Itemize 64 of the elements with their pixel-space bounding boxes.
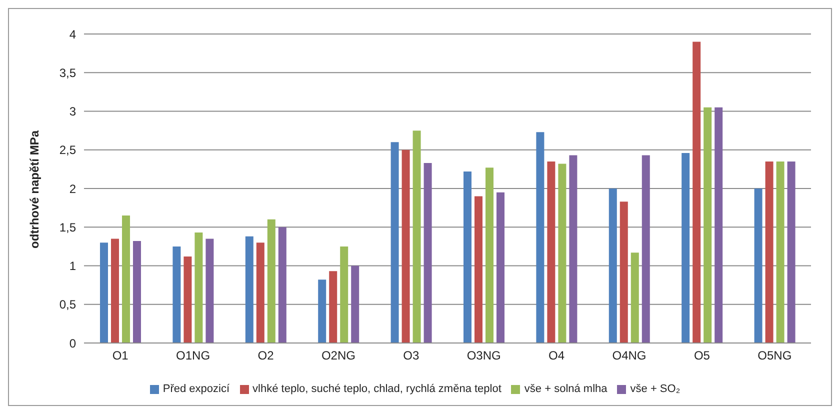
y-tick-label: 2,5 bbox=[59, 143, 76, 158]
bar bbox=[256, 242, 264, 343]
bar bbox=[132, 241, 141, 343]
x-tick-label: O3NG bbox=[466, 348, 501, 363]
x-tick-label: O4 bbox=[548, 348, 565, 363]
y-tick-label: 0,5 bbox=[59, 298, 76, 312]
bar bbox=[245, 236, 254, 343]
bar bbox=[787, 161, 796, 343]
x-tick-label: O5 bbox=[694, 348, 710, 363]
bar bbox=[496, 192, 504, 343]
y-tick-label: 0 bbox=[69, 336, 76, 350]
x-tick-label: O3 bbox=[403, 348, 420, 363]
y-tick-label: 3 bbox=[69, 104, 76, 119]
bar bbox=[390, 142, 399, 343]
bar bbox=[776, 161, 784, 343]
bar bbox=[754, 188, 762, 343]
bar bbox=[692, 42, 701, 343]
bar bbox=[110, 238, 119, 343]
bar bbox=[682, 152, 690, 343]
legend-label: vše + SO₂ bbox=[630, 383, 680, 395]
bar bbox=[412, 130, 421, 343]
bar bbox=[463, 172, 472, 343]
bar bbox=[630, 252, 639, 343]
y-tick-label: 1,5 bbox=[59, 220, 76, 234]
bar bbox=[122, 216, 130, 343]
bar bbox=[608, 188, 617, 343]
bar bbox=[402, 150, 410, 343]
bar bbox=[485, 168, 494, 343]
bar bbox=[547, 161, 556, 343]
bar bbox=[184, 256, 192, 343]
y-tick-label: 3,5 bbox=[59, 66, 76, 80]
bar bbox=[704, 107, 712, 343]
bar bbox=[340, 246, 348, 343]
y-tick-label: 1 bbox=[69, 259, 76, 274]
bar bbox=[329, 271, 338, 343]
bar bbox=[569, 155, 578, 343]
y-tick-label: 4 bbox=[69, 27, 76, 42]
legend-label: vlhké teplo, suché teplo, chlad, rychlá změna teplot bbox=[252, 383, 502, 395]
bar bbox=[642, 155, 650, 343]
bar bbox=[536, 132, 544, 343]
y-tick-label: 2 bbox=[69, 182, 76, 196]
bar bbox=[558, 164, 566, 343]
y-axis-title: odtrhové napětí MPa bbox=[27, 130, 42, 248]
x-tick-label: O1 bbox=[112, 348, 129, 363]
legend-label: Před expozicí bbox=[162, 383, 230, 395]
bar bbox=[267, 219, 276, 343]
bar bbox=[100, 242, 108, 343]
x-tick-label: O2NG bbox=[321, 348, 356, 363]
bar bbox=[318, 280, 326, 343]
bar bbox=[620, 202, 628, 343]
bar bbox=[278, 227, 286, 343]
bar bbox=[172, 246, 181, 343]
x-tick-label: O5NG bbox=[758, 348, 792, 363]
bar bbox=[424, 163, 432, 343]
bar bbox=[206, 238, 214, 343]
x-tick-label: O1NG bbox=[176, 348, 210, 363]
bar bbox=[474, 196, 482, 343]
bar bbox=[765, 161, 774, 343]
x-tick-label: O2 bbox=[258, 348, 274, 363]
bar bbox=[194, 232, 203, 343]
x-tick-label: O4NG bbox=[612, 348, 646, 363]
bar bbox=[351, 266, 360, 343]
legend-label: vše + solná mlha bbox=[524, 383, 608, 395]
bar bbox=[714, 107, 723, 343]
